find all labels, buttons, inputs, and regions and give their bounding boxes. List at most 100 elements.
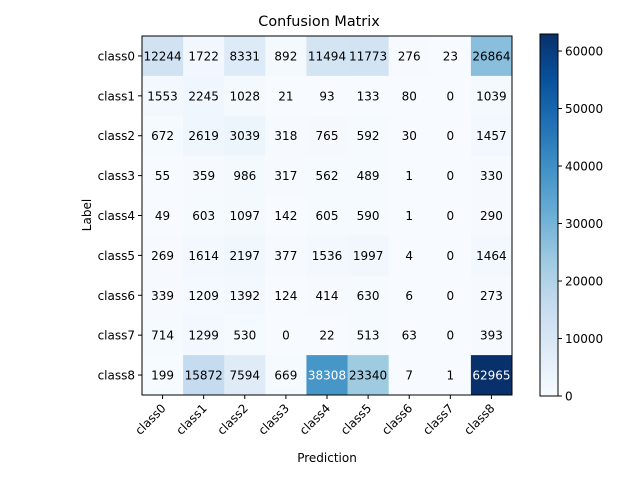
cell-value-label: 530 [233, 329, 256, 343]
cell-value-label: 49 [155, 209, 170, 223]
heatmap-cell [306, 235, 349, 276]
heatmap-cell [224, 275, 266, 316]
cell-value-label: 0 [447, 249, 455, 263]
cell-value-label: 142 [274, 209, 297, 223]
heatmap-cell [183, 115, 225, 157]
cell-value-label: 7 [405, 369, 413, 383]
x-axis-label: Prediction [297, 451, 357, 465]
colorbar-tick-label: 0 [565, 390, 573, 404]
x-tick-label: class5 [338, 401, 374, 437]
heatmap-cell [388, 235, 431, 276]
heatmap-cell [306, 75, 349, 117]
heatmap-cell [183, 315, 225, 356]
cell-value-label: 414 [316, 289, 339, 303]
cell-value-label: 1457 [476, 129, 507, 143]
cell-value-label: 0 [447, 289, 455, 303]
heatmap-cell [388, 275, 431, 316]
heatmap-cell [224, 235, 266, 276]
heatmap-cell [142, 275, 184, 316]
cell-value-label: 290 [480, 209, 503, 223]
heatmap-cell [142, 315, 184, 356]
heatmap-cell [265, 355, 307, 396]
heatmap-cell [265, 115, 307, 157]
cell-value-label: 592 [357, 129, 380, 143]
cell-value-label: 199 [151, 369, 174, 383]
cell-value-label: 672 [151, 129, 174, 143]
cell-value-label: 986 [233, 169, 256, 183]
heatmap-cell-labels: 12244 1722 8331 892 11494 11773 276 23 268641553… [143, 49, 510, 382]
heatmap-cell [265, 155, 307, 197]
cell-value-label: 7594 [230, 369, 261, 383]
cell-value-label: 359 [192, 169, 215, 183]
heatmap-cell [224, 315, 266, 356]
heatmap-cell [224, 115, 266, 157]
heatmap-cell [470, 315, 513, 356]
cell-value-label: 377 [274, 249, 297, 263]
heatmap-cell [142, 235, 184, 276]
heatmap-cell [142, 115, 184, 157]
heatmap-cell [347, 36, 390, 77]
heatmap-cell [306, 195, 349, 236]
cell-value-label: 1 [405, 169, 413, 183]
colorbar-tick-label: 50000 [565, 102, 603, 116]
colorbar [539, 33, 559, 397]
heatmap-cell [470, 115, 513, 157]
cell-value-label: 1039 [476, 89, 507, 103]
x-axis-ticks: class0 class1 class2 class3 class4 class5 clas… [132, 395, 498, 438]
heatmap-cell [388, 355, 431, 396]
cell-value-label: 21 [278, 89, 293, 103]
heatmap-cell [306, 36, 349, 77]
cell-value-label: 714 [151, 329, 174, 343]
y-tick-label: class0 [98, 49, 135, 63]
heatmap-cell [470, 235, 513, 276]
heatmap-cell [429, 275, 472, 316]
x-tick-label: class1 [173, 401, 209, 437]
cell-value-label: 1536 [312, 249, 343, 263]
colorbar-tick-label: 40000 [565, 160, 603, 174]
y-tick-label: class8 [98, 369, 135, 383]
heatmap-cell [347, 75, 390, 117]
x-tick-label: class3 [256, 401, 292, 437]
heatmap-cell [388, 155, 431, 197]
heatmap-cell [347, 355, 390, 396]
heatmap-cell [183, 355, 225, 396]
cell-value-label: 8331 [230, 49, 261, 63]
cell-value-label: 11494 [308, 49, 346, 63]
cell-value-label: 124 [274, 289, 297, 303]
heatmap-cell [388, 36, 431, 77]
heatmap-cell [429, 355, 472, 396]
y-axis-ticks: class0 class1 class2 class3 class4 class5 clas… [98, 49, 142, 383]
cell-value-label: 22 [319, 329, 334, 343]
heatmap-cell [470, 195, 513, 236]
x-tick-label: class8 [461, 401, 497, 437]
heatmap-cell [470, 36, 513, 77]
cell-value-label: 318 [274, 129, 297, 143]
heatmap-cell [183, 195, 225, 236]
cell-value-label: 1997 [353, 249, 384, 263]
heatmap-cell [429, 315, 472, 356]
heatmap-cell [347, 235, 390, 276]
heatmap-cell [429, 75, 472, 117]
heatmap-cell [265, 36, 307, 77]
heatmap-cell [347, 195, 390, 236]
heatmap-cell [388, 75, 431, 117]
heatmap-cell [306, 355, 349, 396]
heatmap-cell [142, 75, 184, 117]
heatmap-cell [142, 155, 184, 197]
y-tick-label: class5 [98, 249, 135, 263]
cell-value-label: 1392 [230, 289, 261, 303]
cell-value-label: 1464 [476, 249, 507, 263]
heatmap-cell [183, 75, 225, 117]
cell-value-label: 489 [357, 169, 380, 183]
heatmap-cell [388, 115, 431, 157]
cell-value-label: 1299 [188, 329, 219, 343]
cell-value-label: 93 [319, 89, 334, 103]
heatmap-cell [429, 36, 472, 77]
heatmap-cell [306, 315, 349, 356]
y-tick-label: class2 [98, 129, 135, 143]
cell-value-label: 2619 [188, 129, 219, 143]
cell-value-label: 0 [447, 209, 455, 223]
cell-value-label: 1614 [188, 249, 219, 263]
cell-value-label: 630 [357, 289, 380, 303]
heatmap-cell [142, 355, 184, 396]
